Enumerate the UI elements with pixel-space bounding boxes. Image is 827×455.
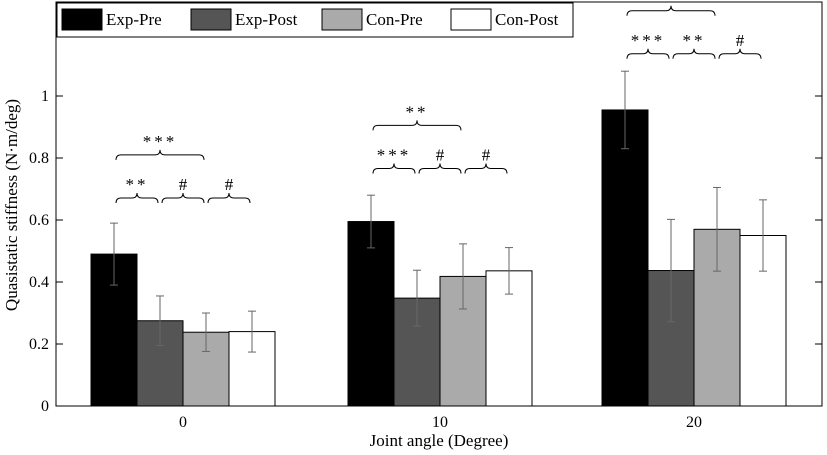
legend-label-exp-pre: Exp-Pre [106, 10, 162, 29]
legend-swatch-exp-post [190, 8, 232, 31]
significance-bracket [672, 48, 716, 59]
significance-label: # [482, 146, 491, 165]
significance-label: # [736, 31, 745, 50]
significance-bracket [115, 192, 159, 203]
significance-label: # [436, 146, 445, 165]
legend-label-con-post: Con-Post [495, 10, 559, 29]
significance-bracket [626, 5, 716, 16]
significance-label: *** [377, 146, 412, 165]
significance-bracket [161, 192, 205, 203]
significance-label: ** [683, 31, 706, 50]
y-tick-label: 0.8 [29, 150, 49, 167]
significance-bracket [418, 163, 462, 174]
x-tick-label: 0 [179, 414, 187, 431]
significance-label: ** [126, 175, 149, 194]
x-tick-label: 10 [432, 414, 448, 431]
legend-label-exp-post: Exp-Post [235, 10, 298, 29]
y-tick-label: 0.4 [29, 274, 49, 291]
legend-items: Exp-Pre Exp-Post Con-Pre Con-Post [61, 8, 559, 31]
significance-bracket [626, 48, 670, 59]
bars-group [90, 109, 787, 407]
legend: Exp-Pre Exp-Post Con-Pre Con-Post [56, 2, 574, 38]
significance-bracket [464, 163, 508, 174]
significance-label: *** [654, 0, 689, 7]
y-axis: 0 0.2 0.4 0.6 0.8 1 [29, 88, 822, 415]
legend-swatch-con-pre [321, 8, 363, 31]
significance-bracket [207, 192, 251, 203]
bar-exp-pre-20 [601, 109, 649, 407]
legend-swatch-con-post [450, 8, 492, 31]
error-bars-group [110, 70, 767, 353]
significance-bracket [718, 48, 762, 59]
significance-label: # [225, 175, 234, 194]
significance-label: *** [631, 31, 666, 50]
y-axis-title: Quasistatic stiffness (N·m/deg) [2, 99, 21, 311]
significance-bracket [372, 163, 416, 174]
x-tick-label: 20 [686, 414, 702, 431]
legend-label-con-pre: Con-Pre [366, 10, 423, 29]
significance-group: **##******##*******#*** [115, 0, 762, 203]
bar-exp-pre-10 [347, 221, 395, 407]
significance-label: # [179, 175, 188, 194]
significance-label: ** [406, 102, 429, 121]
x-axis-title: Joint angle (Degree) [370, 431, 509, 450]
significance-bracket [115, 149, 205, 160]
y-tick-label: 0 [41, 398, 49, 415]
significance-label: *** [143, 132, 178, 151]
y-tick-label: 0.6 [29, 212, 49, 229]
y-tick-label: 0.2 [29, 336, 49, 353]
y-tick-label: 1 [41, 88, 49, 105]
significance-bracket [372, 120, 462, 131]
legend-swatch-exp-pre [61, 8, 103, 31]
